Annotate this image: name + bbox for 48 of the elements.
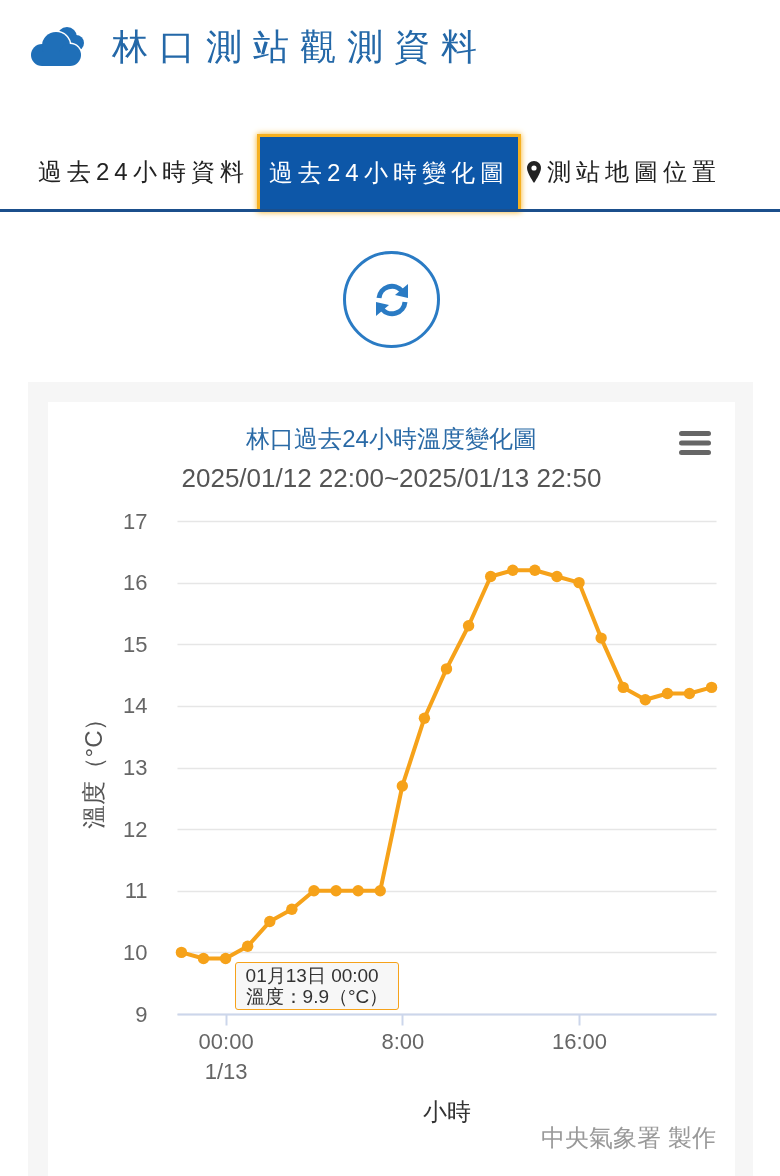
selected-tab: 過去24小時變化圖 bbox=[257, 134, 521, 212]
y-tick-label: 10 bbox=[123, 939, 148, 965]
y-tick-label: 15 bbox=[123, 631, 148, 657]
y-tick-label: 12 bbox=[123, 816, 148, 842]
point bbox=[264, 915, 276, 928]
annotation: 01月13日 00:00 溫度：9.9（°C） bbox=[245, 964, 389, 1007]
point bbox=[352, 885, 364, 897]
x-tick-label: 16:00 bbox=[552, 1028, 608, 1054]
y-tick-label: 16 bbox=[123, 570, 148, 596]
point bbox=[639, 694, 652, 706]
point bbox=[418, 712, 431, 724]
x-tick-label: 8:00 bbox=[381, 1028, 425, 1054]
point bbox=[308, 885, 320, 897]
point bbox=[705, 681, 718, 694]
y-tick-label: 9 bbox=[135, 1001, 148, 1027]
point bbox=[396, 780, 409, 792]
y-tick-label: 17 bbox=[123, 508, 148, 534]
point bbox=[197, 952, 210, 965]
point bbox=[617, 681, 629, 694]
point bbox=[286, 903, 298, 915]
point bbox=[551, 570, 563, 583]
y-tick-label: 11 bbox=[124, 878, 148, 904]
y-tick-label: 14 bbox=[123, 693, 148, 719]
text: 中央氣象署 製作 bbox=[541, 1123, 716, 1153]
point bbox=[440, 663, 453, 675]
point bbox=[330, 885, 342, 897]
tooltip: 01月13日 00:00 溫度：9.9（°C） bbox=[234, 961, 400, 1010]
point bbox=[462, 620, 475, 632]
point bbox=[595, 632, 607, 644]
chart-subtitle: 2025/01/12 22:00~2025/01/13 22:50 bbox=[181, 463, 602, 493]
chart-title: 林口過去24小時溫度變化圖 bbox=[245, 425, 537, 452]
point bbox=[529, 564, 541, 576]
text: 過去24小時資料 bbox=[38, 157, 249, 187]
point bbox=[507, 564, 519, 576]
point bbox=[241, 940, 254, 952]
point bbox=[219, 952, 232, 965]
point bbox=[175, 946, 188, 959]
text: 測站地圖位置 bbox=[547, 157, 721, 187]
x-axis-title: 小時 bbox=[423, 1097, 471, 1125]
point bbox=[484, 570, 497, 583]
point bbox=[661, 687, 674, 700]
y-axis-title: 溫度（°C） bbox=[80, 706, 108, 830]
point bbox=[573, 576, 585, 589]
y-tick-label: 13 bbox=[123, 755, 148, 780]
x-tick-label: 00:00 1/13 bbox=[198, 1028, 254, 1084]
text: 林口測站觀測資料 bbox=[112, 25, 488, 69]
point bbox=[374, 885, 386, 897]
point bbox=[683, 687, 696, 700]
